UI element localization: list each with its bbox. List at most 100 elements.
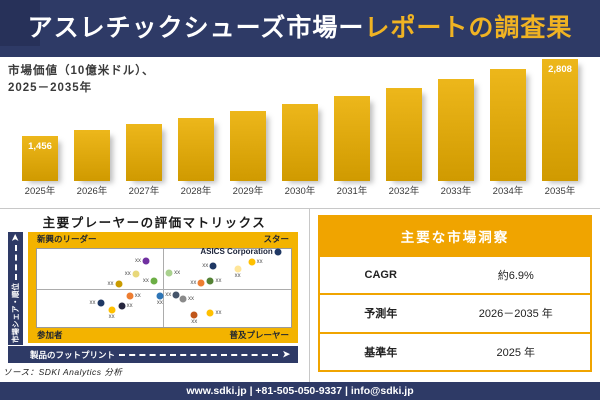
banner-corner-accent (0, 0, 40, 46)
quadrant-label-participants: 参加者 (37, 330, 63, 340)
contact-footer: www.sdki.jp | +81-505-050-9337 | info@sd… (0, 382, 600, 400)
bar (490, 69, 526, 181)
matrix-frame: 新興のリーダー スター xx xx xx xx xx xx xx xx xx xx xx xx xx AS… (28, 232, 298, 343)
bar-year-label: 2027年 (128, 186, 160, 197)
bar (334, 96, 370, 181)
scatter-point-label: xx (89, 300, 96, 307)
matrix-title: 主要プレーヤーの評価マトリックス (42, 216, 267, 230)
scatter-point (172, 291, 180, 299)
quadrant-horizontal-line (37, 289, 291, 290)
quadrant-label-pervasive-players: 普及プレーヤー (229, 330, 289, 340)
source-note: ソース：SDKI Analytics 分析 (3, 367, 123, 377)
scatter-point (248, 258, 256, 266)
scatter-point-label: xx (134, 258, 141, 265)
matrix-top-quadrant-labels: 新興のリーダー スター (37, 233, 289, 246)
scatter-point (97, 299, 104, 307)
row-value-base-year: 2025 年 (496, 346, 536, 359)
bar (178, 118, 214, 181)
table-row: 予測年 2026－2035 年 (320, 293, 590, 331)
bar-column-2028年: 2028年 (178, 57, 214, 197)
scatter-label-asics: ASICS Corporation (200, 247, 273, 257)
scatter-point (209, 262, 217, 270)
bar-year-label: 2028年 (180, 186, 212, 197)
scatter-point (165, 269, 173, 277)
scatter-point-label: xx (215, 277, 222, 284)
bar-year-label: 2032年 (388, 186, 420, 197)
bar-column-2027年: 2027年 (126, 57, 162, 197)
row-label-cagr: CAGR (364, 269, 397, 282)
scatter-point-label: xx (191, 318, 198, 325)
matrix-y-axis-label: 市場シェア・順位 (11, 283, 20, 343)
bar: 2,808 (542, 59, 578, 181)
quadrant-vertical-line (163, 249, 164, 327)
bar-year-label: 2031年 (336, 186, 368, 197)
bar (126, 124, 162, 181)
scatter-point (142, 257, 150, 265)
scatter-point-asics (274, 248, 282, 256)
bar-column-2035年: 2,808 2035年 (542, 57, 578, 197)
matrix-y-axis-inner: 市場シェア・順位 ➤ (8, 232, 23, 345)
x-axis-dashed-line (119, 353, 279, 356)
bar-column-2029年: 2029年 (230, 57, 266, 197)
row-value-forecast-years: 2026－2035 年 (478, 308, 553, 321)
bar-chart-label-line2: 2025－2035年 (8, 82, 93, 95)
bar (74, 130, 110, 181)
table-row: CAGR 約6.9% (320, 255, 590, 293)
insights-table-header: 主要な市場洞察 (320, 217, 590, 255)
row-value-cagr: 約6.9% (497, 270, 534, 283)
horizontal-divider (0, 208, 600, 209)
scatter-point-label: xx (256, 259, 263, 266)
bar (282, 104, 318, 181)
scatter-point-label: xx (215, 309, 222, 316)
scatter-point-label: xx (156, 300, 163, 307)
bar-year-label: 2035年 (544, 186, 576, 197)
page-title-gold: レポートの調査果 (364, 14, 573, 42)
scatter-point (197, 279, 205, 287)
bar-year-label: 2025年 (24, 186, 56, 197)
matrix-x-axis-bar: 製品のフットプリント ➤ (8, 346, 298, 363)
bar-column-2033年: 2033年 (438, 57, 474, 197)
bar (386, 88, 422, 181)
scatter-point-label: xx (188, 296, 195, 303)
scatter-point (115, 280, 123, 288)
bar-column-2031年: 2031年 (334, 57, 370, 197)
scatter-point-label: xx (124, 270, 131, 277)
scatter-point-label: xx (174, 269, 181, 276)
bar-year-label: 2034年 (492, 186, 524, 197)
y-axis-arrow-icon: ➤ (10, 234, 20, 242)
quadrant-label-emerging-leaders: 新興のリーダー (37, 234, 97, 244)
matrix-y-axis-bar: 市場シェア・順位 ➤ (8, 232, 23, 345)
bar: 1,456 (22, 136, 58, 181)
matrix-plot-area: xx xx xx xx xx xx xx xx xx xx xx xx xx ASICS Corporat… (36, 248, 292, 328)
bar-year-label: 2033年 (440, 186, 472, 197)
scatter-point (108, 306, 116, 314)
scatter-point-label: xx (165, 292, 172, 299)
scatter-point (206, 277, 214, 285)
scatter-point (132, 270, 140, 278)
bar-year-label: 2030年 (284, 186, 316, 197)
page-title-white: アスレチックシューズ市場ー (27, 14, 365, 42)
market-value-bar-chart: 市場価値（10億米ドル）、 2025－2035年 1,456 2025年 2026年… (0, 57, 600, 208)
scatter-point (156, 292, 164, 300)
scatter-point-label: xx (202, 263, 209, 270)
x-axis-arrow-icon: ➤ (282, 349, 290, 359)
scatter-point-label: xx (107, 280, 114, 287)
scatter-point (150, 277, 158, 285)
scatter-point (126, 292, 134, 300)
scatter-point-label: xx (134, 293, 141, 300)
bar (438, 79, 474, 181)
bar-year-label: 2026年 (76, 186, 108, 197)
scatter-point (118, 302, 126, 310)
matrix-bottom-quadrant-labels: 参加者 普及プレーヤー (37, 329, 289, 342)
scatter-point-label: xx (234, 272, 241, 279)
scatter-point-label: xx (126, 303, 133, 310)
bar-column-2030年: 2030年 (282, 57, 318, 197)
bar-value-label: 1,456 (28, 141, 52, 152)
row-label-forecast-years: 予測年 (364, 308, 398, 321)
scatter-point-label: xx (190, 279, 197, 286)
y-axis-dashed-line (14, 244, 17, 280)
scatter-point (234, 265, 242, 272)
bar-chart-axis-label: 市場価値（10億米ドル）、 2025－2035年 (8, 63, 155, 98)
bar-column-2025年: 1,456 2025年 (22, 57, 58, 197)
row-label-base-year: 基準年 (364, 346, 398, 359)
